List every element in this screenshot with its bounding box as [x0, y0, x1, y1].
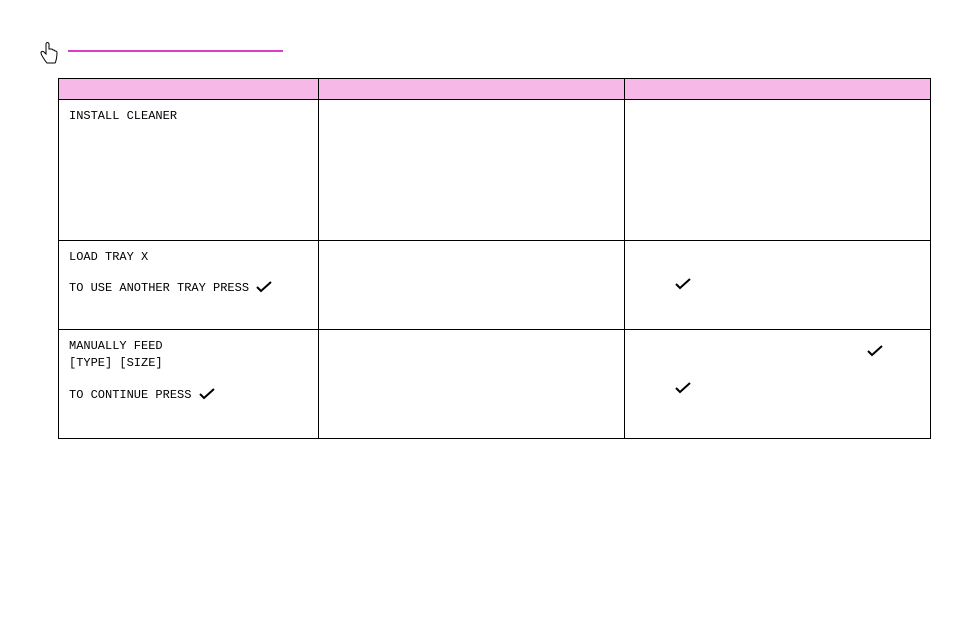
cell-message: LOAD TRAY X TO USE ANOTHER TRAY PRESS	[59, 241, 319, 330]
cell-empty	[319, 100, 625, 241]
cell-message: MANUALLY FEED [TYPE] [SIZE] TO CONTINUE …	[59, 330, 319, 439]
message-text: LOAD TRAY X	[69, 250, 148, 264]
checkmark-icon	[675, 278, 691, 290]
table-row: LOAD TRAY X TO USE ANOTHER TRAY PRESS	[59, 241, 931, 330]
message-text: TO USE ANOTHER TRAY PRESS	[69, 281, 256, 295]
table-header-1	[59, 79, 319, 100]
table-row: INSTALL CLEANER	[59, 100, 931, 241]
messages-table: INSTALL CLEANER LOAD TRAY X TO USE ANOTH…	[58, 78, 931, 439]
title-rule	[68, 50, 283, 52]
cell-empty	[319, 330, 625, 439]
cell-empty	[625, 100, 931, 241]
checkmark-icon	[675, 382, 691, 394]
message-text: INSTALL CLEANER	[69, 109, 177, 123]
cell-action	[625, 330, 931, 439]
page: INSTALL CLEANER LOAD TRAY X TO USE ANOTH…	[0, 0, 954, 636]
hand-pointer-icon	[38, 42, 60, 66]
table-header-2	[319, 79, 625, 100]
cell-action	[625, 241, 931, 330]
table-header-3	[625, 79, 931, 100]
table-header-row	[59, 79, 931, 100]
cell-empty	[319, 241, 625, 330]
checkmark-icon	[867, 345, 883, 357]
checkmark-icon	[199, 388, 215, 400]
message-text: [TYPE] [SIZE]	[69, 356, 163, 370]
message-text: MANUALLY FEED	[69, 339, 163, 353]
cell-message: INSTALL CLEANER	[59, 100, 319, 241]
table-row: MANUALLY FEED [TYPE] [SIZE] TO CONTINUE …	[59, 330, 931, 439]
checkmark-icon	[256, 281, 272, 293]
message-text: TO CONTINUE PRESS	[69, 388, 199, 402]
